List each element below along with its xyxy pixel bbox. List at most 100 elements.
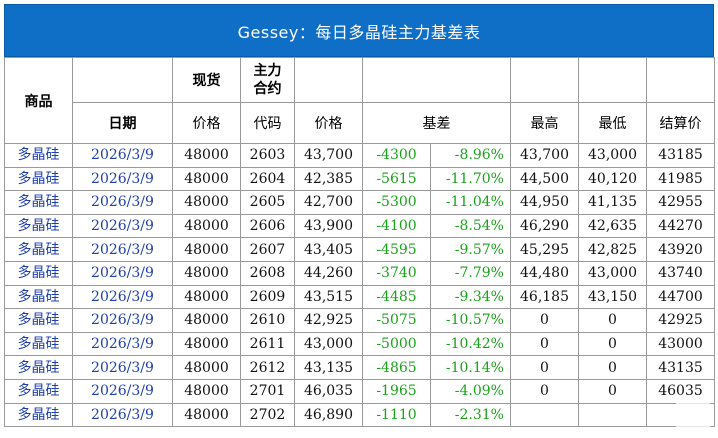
cell-date: 2026/3/9 [72, 402, 173, 428]
cell-price: 43,900 [294, 213, 363, 239]
cell-basis: -3740 [362, 260, 431, 286]
cell-code: 2607 [240, 237, 295, 262]
cell-basis: -4485 [362, 284, 431, 310]
cell-spot: 48000 [172, 378, 241, 404]
cell-product: 多晶硅 [4, 378, 73, 404]
cell-product: 多晶硅 [4, 237, 73, 262]
table-row: 多晶硅 2026/3/9 48000 2605 42,700 -5300 -11.04% 44… [4, 190, 715, 215]
basis-table: 商品 现货 主力 合约 日期 价格 代码 价格 基差 最高 [4, 57, 715, 428]
cell-settle: 44270 [646, 213, 715, 239]
cell-pct: -10.42% [430, 331, 511, 357]
cell-product: 多晶硅 [4, 166, 73, 192]
cell-low: 0 [578, 355, 647, 380]
cell-date: 2026/3/9 [72, 143, 173, 168]
cell-basis: -5615 [362, 166, 431, 192]
cell-basis: -5000 [362, 331, 431, 357]
cell-settle: 43185 [646, 143, 715, 168]
cell-spot: 48000 [172, 402, 241, 428]
cell-code: 2604 [240, 166, 295, 192]
cell-date: 2026/3/9 [72, 260, 173, 286]
cell-date: 2026/3/9 [72, 213, 173, 239]
header-empty [646, 57, 715, 103]
cell-low: 0 [578, 378, 647, 404]
cell-price: 46,035 [294, 378, 363, 404]
header-high: 最高 [510, 102, 579, 144]
cell-price: 43,700 [294, 143, 363, 168]
cell-settle: 44700 [646, 284, 715, 310]
header-empty [72, 57, 173, 103]
cell-product: 多晶硅 [4, 260, 73, 286]
cell-basis: -4595 [362, 237, 431, 262]
cell-code: 2611 [240, 331, 295, 357]
cell-date: 2026/3/9 [72, 308, 173, 333]
cell-price: 46,890 [294, 402, 363, 428]
cell-code: 2608 [240, 260, 295, 286]
cell-pct: -9.57% [430, 237, 511, 262]
cell-pct: -10.14% [430, 355, 511, 380]
cell-product: 多晶硅 [4, 143, 73, 168]
table-row: 多晶硅 2026/3/9 48000 2611 43,000 -5000 -10.42% 0 0… [4, 331, 715, 357]
cell-spot: 48000 [172, 284, 241, 310]
header-product: 商品 [4, 57, 73, 144]
cell-low: 0 [578, 331, 647, 357]
cell-price: 42,925 [294, 308, 363, 333]
table-row: 多晶硅 2026/3/9 48000 2702 46,890 -1110 -2.31% [4, 402, 715, 428]
header-low: 最低 [578, 102, 647, 144]
cell-pct: -2.31% [430, 402, 511, 428]
cell-high: 43,700 [510, 143, 579, 168]
header-date: 日期 [72, 102, 173, 144]
cell-pct: -7.79% [430, 260, 511, 286]
header-row-2: 日期 价格 代码 价格 基差 最高 最低 结算价 [5, 102, 715, 144]
header-basis: 基差 [362, 102, 511, 144]
basis-table-container: Gessey：每日多晶硅主力基差表 商品 现货 主力 合约 [4, 4, 715, 436]
table-row: 多晶硅 2026/3/9 48000 2610 42,925 -5075 -10.57% 0 0… [4, 308, 715, 333]
cell-product: 多晶硅 [4, 213, 73, 239]
table-row: 多晶硅 2026/3/9 48000 2604 42,385 -5615 -11.70% 44… [4, 166, 715, 192]
cell-high: 0 [510, 331, 579, 357]
table-row: 多晶硅 2026/3/9 48000 2603 43,700 -4300 -8.96% 43,… [4, 143, 715, 168]
cell-date: 2026/3/9 [72, 378, 173, 404]
cell-code: 2612 [240, 355, 295, 380]
cell-price: 43,135 [294, 355, 363, 380]
header-empty [294, 57, 363, 103]
cell-date: 2026/3/9 [72, 284, 173, 310]
header-spot-price: 价格 [172, 102, 241, 144]
cell-code: 2702 [240, 402, 295, 428]
cell-high [510, 402, 579, 428]
header-empty [510, 57, 579, 103]
cell-settle: 42955 [646, 190, 715, 215]
header-row-1: 商品 现货 主力 合约 [4, 57, 715, 144]
cell-spot: 48000 [172, 355, 241, 380]
header-price: 价格 [294, 102, 363, 144]
cell-product: 多晶硅 [4, 284, 73, 310]
cell-settle: 43000 [646, 331, 715, 357]
cell-pct: -8.96% [430, 143, 511, 168]
cell-price: 43,515 [294, 284, 363, 310]
cell-spot: 48000 [172, 308, 241, 333]
table-title: Gessey：每日多晶硅主力基差表 [4, 4, 714, 57]
header-empty [578, 57, 647, 103]
cell-code: 2701 [240, 378, 295, 404]
cell-price: 43,405 [294, 237, 363, 262]
cell-spot: 48000 [172, 260, 241, 286]
header-spot: 现货 [172, 57, 241, 103]
cell-spot: 48000 [172, 190, 241, 215]
table-row: 多晶硅 2026/3/9 48000 2609 43,515 -4485 -9.34% 46,… [4, 284, 715, 310]
cell-basis: -1965 [362, 378, 431, 404]
cell-product: 多晶硅 [4, 402, 73, 428]
cell-code: 2605 [240, 190, 295, 215]
cell-spot: 48000 [172, 213, 241, 239]
overlay-mark [676, 396, 710, 436]
cell-spot: 48000 [172, 143, 241, 168]
cell-high: 0 [510, 355, 579, 380]
header-empty [362, 57, 511, 103]
cell-date: 2026/3/9 [72, 331, 173, 357]
cell-product: 多晶硅 [4, 190, 73, 215]
cell-pct: -11.04% [430, 190, 511, 215]
cell-settle: 41985 [646, 166, 715, 192]
cell-product: 多晶硅 [4, 331, 73, 357]
cell-pct: -9.34% [430, 284, 511, 310]
cell-high: 0 [510, 378, 579, 404]
cell-high: 45,295 [510, 237, 579, 262]
cell-code: 2606 [240, 213, 295, 239]
